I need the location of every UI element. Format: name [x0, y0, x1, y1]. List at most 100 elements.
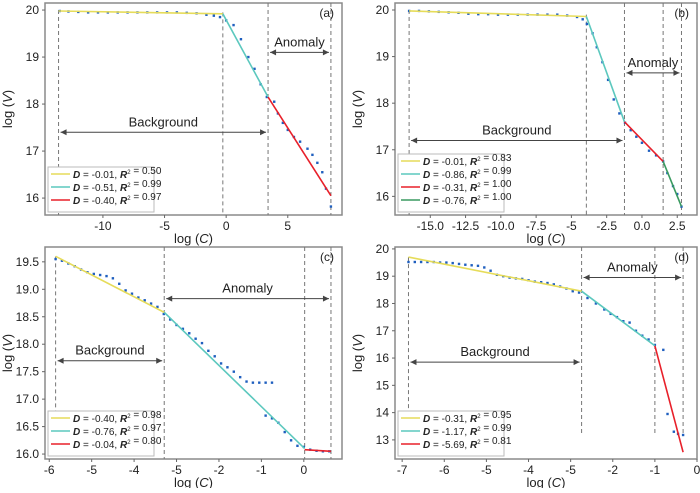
- data-point: [539, 280, 543, 284]
- arrow-left-icon: [411, 137, 418, 144]
- data-point: [286, 128, 289, 132]
- y-tick-label: 18: [376, 296, 390, 310]
- arrow-right-icon: [260, 129, 267, 136]
- arrow-right-icon: [156, 357, 163, 364]
- data-point: [316, 161, 319, 165]
- arrow-right-icon: [675, 274, 682, 281]
- data-point: [105, 274, 108, 278]
- data-point: [212, 14, 216, 17]
- data-point: [477, 12, 480, 16]
- data-point: [130, 292, 134, 295]
- span-label-anomaly: Anomaly: [628, 55, 679, 70]
- data-point: [489, 269, 492, 272]
- y-tick-label: 18.0: [16, 337, 40, 351]
- data-point: [445, 261, 448, 264]
- chart-panel-d: -7 -6 -5 -4 -5 -2 -1 0 13 14 15 16 17 18 19 20 log (C) lo…: [350, 242, 700, 490]
- data-point: [618, 112, 621, 115]
- y-tick-label: 18.5: [16, 310, 40, 324]
- data-point: [283, 430, 286, 434]
- y-axis-label: log (V): [0, 90, 15, 128]
- arrow-left-icon: [60, 129, 67, 136]
- panel-label: (c): [320, 250, 334, 264]
- data-point: [413, 260, 416, 264]
- data-point: [86, 11, 90, 14]
- data-point: [149, 302, 153, 305]
- y-tick-label: 15: [376, 378, 390, 392]
- data-point: [586, 296, 589, 300]
- data-point: [213, 355, 216, 358]
- y-tick-label: 16: [376, 351, 390, 365]
- data-point: [124, 289, 127, 292]
- data-point: [205, 13, 208, 16]
- y-tick-label: 17: [376, 143, 390, 157]
- data-point: [612, 98, 615, 101]
- fit-line: [267, 96, 332, 197]
- data-point: [609, 312, 612, 316]
- y-tick-label: 20: [376, 3, 390, 17]
- panel-label: (d): [674, 250, 689, 264]
- x-tick-label: -2.5: [596, 219, 617, 233]
- x-tick-label: -10: [94, 219, 112, 233]
- x-tick-label: -7.5: [526, 219, 547, 233]
- y-tick-label: 17: [376, 324, 390, 338]
- y-tick-label: 18: [26, 97, 40, 111]
- x-tick-label: -5: [86, 463, 97, 477]
- data-point: [628, 321, 631, 324]
- x-tick-label: 0: [300, 463, 307, 477]
- x-axis-label: log (C): [526, 231, 565, 246]
- x-axis-label: log (C): [526, 475, 565, 488]
- fit-line: [55, 255, 165, 314]
- x-tick-label: -12.5: [452, 219, 480, 233]
- data-point: [264, 414, 267, 417]
- y-tick-label: 20: [26, 3, 40, 17]
- arrow-left-icon: [626, 69, 633, 76]
- data-point: [470, 264, 473, 267]
- span-label-anomaly: Anomaly: [222, 281, 273, 296]
- data-point: [219, 362, 223, 365]
- legend-entry: D = -0.40, R2 = 0.98: [73, 410, 162, 425]
- data-point: [483, 266, 486, 269]
- data-point: [181, 327, 185, 331]
- panel-label: (a): [319, 6, 334, 20]
- fit-line: [409, 10, 587, 18]
- fit-line: [585, 16, 626, 123]
- span-label-background: Background: [75, 343, 144, 358]
- chart-panel-b: -15.0 -12.5 -10.0 -7.5 -5 -2.5 0.0 2.5 16 17 18 19 2…: [350, 2, 698, 246]
- span-label-anomaly: Anomaly: [274, 34, 325, 49]
- x-tick-label: -5: [159, 219, 170, 233]
- y-tick-label: 17.0: [16, 392, 40, 406]
- data-point: [168, 318, 172, 321]
- data-point: [676, 192, 679, 196]
- x-tick-label: -7: [397, 463, 408, 477]
- legend-entry: D = -0.76, R2 = 0.97: [73, 423, 162, 438]
- y-tick-label: 19: [376, 269, 390, 283]
- legend: D = -0.40, R2 = 0.98D = -0.76, R2 = 0.97…: [47, 410, 162, 457]
- data-point: [238, 375, 242, 379]
- span-label-anomaly: Anomaly: [607, 260, 658, 275]
- fit-line: [304, 448, 332, 453]
- x-tick-label: -1: [650, 463, 661, 477]
- data-point: [156, 305, 159, 309]
- x-tick-label: -4: [523, 463, 534, 477]
- data-point: [457, 262, 461, 266]
- x-tick-label: 0.0: [634, 219, 651, 233]
- data-point: [647, 338, 650, 341]
- data-point: [194, 337, 197, 340]
- data-point: [476, 264, 480, 268]
- data-point: [281, 121, 285, 125]
- data-point: [143, 299, 146, 302]
- data-point: [253, 67, 256, 71]
- fit-line: [662, 161, 683, 207]
- x-tick-label: -2: [214, 463, 225, 477]
- x-axis-label: log (C): [174, 231, 213, 246]
- data-point: [265, 95, 269, 99]
- y-tick-label: 17.5: [16, 365, 40, 379]
- data-point: [232, 370, 236, 373]
- legend: D = -0.01, R2 = 0.50D = -0.51, R2 = 0.99…: [47, 166, 162, 213]
- data-point: [464, 263, 467, 266]
- x-tick-label: -2: [607, 463, 618, 477]
- data-point: [98, 273, 102, 277]
- x-tick-label: -5: [565, 463, 576, 477]
- legend-entry: D = -0.04, R2 = 0.80: [73, 436, 162, 451]
